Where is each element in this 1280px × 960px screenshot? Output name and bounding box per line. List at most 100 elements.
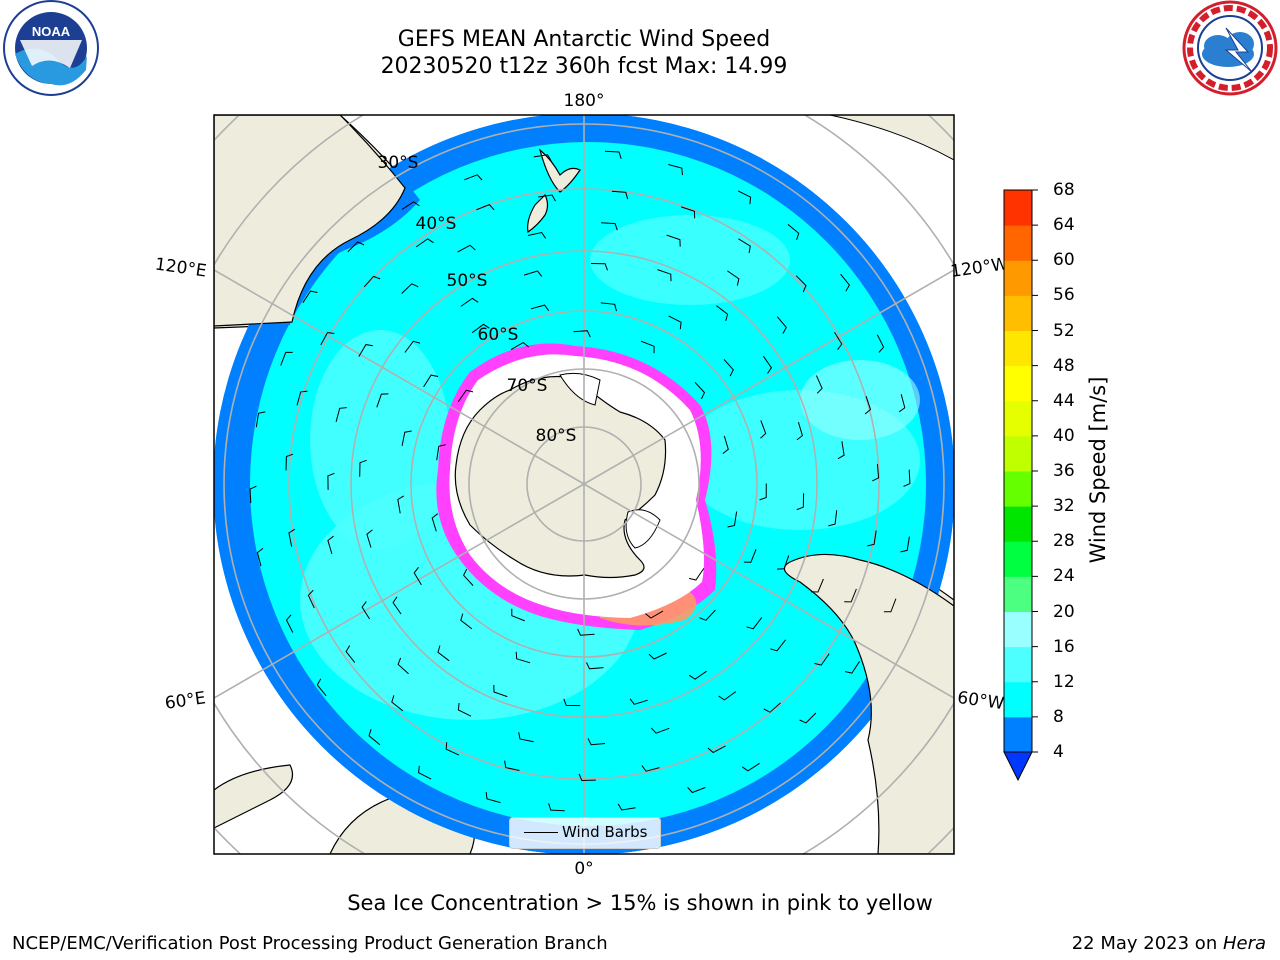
wind-barb bbox=[327, 472, 335, 490]
wind-barb bbox=[795, 275, 807, 293]
wind-barb bbox=[629, 698, 648, 705]
wind-barb bbox=[563, 698, 581, 707]
wind-barb bbox=[760, 420, 767, 439]
wind-barb bbox=[876, 334, 885, 353]
wind-barb bbox=[460, 613, 473, 630]
wind-barb bbox=[601, 222, 618, 231]
wind-barb bbox=[763, 702, 781, 713]
wind-barb bbox=[457, 244, 476, 253]
wind-barb bbox=[256, 548, 264, 567]
wind-barb bbox=[413, 566, 422, 586]
wind-barb bbox=[288, 528, 296, 547]
wind-barb bbox=[307, 589, 315, 609]
wind-barb bbox=[302, 290, 318, 304]
wind-barb bbox=[796, 493, 805, 511]
wind-barb bbox=[617, 803, 636, 811]
wind-barb bbox=[587, 738, 606, 746]
wind-barb bbox=[320, 332, 335, 346]
lat-label-40s: 40°S bbox=[416, 214, 457, 234]
wind-barb bbox=[363, 275, 381, 288]
wind-barb bbox=[648, 652, 667, 660]
wind-barb bbox=[844, 588, 857, 603]
colorbar-tick-label: 4 bbox=[1053, 742, 1064, 762]
lat-label-50s: 50°S bbox=[447, 271, 488, 291]
colorbar-segment bbox=[1004, 611, 1032, 648]
wind-barb bbox=[898, 394, 906, 413]
wind-barb bbox=[418, 765, 432, 780]
wind-barb bbox=[511, 608, 525, 622]
run-date: 22 May 2023 on Hera bbox=[1072, 933, 1266, 954]
wind-barb bbox=[759, 483, 767, 501]
wind-barb bbox=[577, 628, 595, 636]
wind-barb bbox=[249, 485, 257, 504]
colorbar-tick-label: 48 bbox=[1053, 355, 1075, 376]
wind-barb bbox=[834, 331, 843, 350]
wind-barb bbox=[738, 238, 751, 254]
wind-barb bbox=[688, 568, 705, 581]
wind-barb bbox=[815, 375, 823, 394]
wind-barb bbox=[527, 231, 547, 239]
wind-barb bbox=[900, 536, 910, 553]
wind-barb bbox=[401, 430, 412, 446]
colorbar-segment bbox=[1004, 681, 1032, 718]
lat-label-70s: 70°S bbox=[507, 376, 548, 396]
wind-barb bbox=[657, 269, 672, 282]
wind-barb bbox=[640, 340, 655, 354]
wind-barb bbox=[530, 304, 550, 311]
wind-barb bbox=[586, 662, 604, 670]
wind-barb bbox=[722, 435, 729, 454]
wind-barb bbox=[285, 453, 294, 471]
lat-label-60s: 60°S bbox=[478, 325, 519, 345]
lat-label-80s: 80°S bbox=[536, 426, 577, 446]
wind-barb bbox=[776, 316, 787, 334]
wind-barb bbox=[397, 657, 409, 675]
wind-barb bbox=[347, 241, 365, 253]
wind-barb bbox=[600, 302, 617, 312]
wind-barb bbox=[457, 702, 472, 717]
map-frame bbox=[213, 114, 955, 855]
wind-barb bbox=[668, 315, 682, 330]
lon-label-120w: 120°W bbox=[949, 254, 1009, 282]
lon-label-0: 0° bbox=[574, 859, 593, 879]
colorbar-extension bbox=[1003, 751, 1033, 782]
wind-barb bbox=[573, 330, 591, 338]
wind-barb bbox=[431, 513, 439, 532]
wind-barb bbox=[864, 396, 872, 415]
wind-barb bbox=[810, 578, 824, 593]
colorbar-segment bbox=[1004, 506, 1032, 542]
legend-label: Wind Barbs bbox=[562, 823, 648, 841]
wind-barb bbox=[872, 463, 880, 482]
colorbar-tick-label: 12 bbox=[1053, 671, 1075, 692]
colorbar-tick-label: 16 bbox=[1053, 636, 1075, 657]
colorbar-segment bbox=[1004, 471, 1032, 507]
wind-barb bbox=[604, 150, 622, 159]
wind-barb bbox=[796, 422, 803, 441]
wind-barb bbox=[548, 803, 565, 812]
wind-barb bbox=[280, 351, 293, 366]
wind-barb bbox=[538, 194, 556, 202]
wind-barb bbox=[255, 411, 266, 428]
wind-barb bbox=[401, 201, 420, 210]
colorbar-tick-label: 20 bbox=[1053, 601, 1075, 622]
colorbar-segment bbox=[1004, 716, 1032, 753]
wind-barb bbox=[840, 273, 851, 292]
colorbar-tick-label: 44 bbox=[1053, 390, 1075, 411]
wind-barb bbox=[687, 786, 706, 794]
colorbar-segment bbox=[1004, 190, 1032, 226]
lon-label-120e: 120°E bbox=[154, 255, 208, 282]
wind-barb bbox=[359, 459, 367, 477]
colorbar-tick-label: 64 bbox=[1053, 215, 1075, 236]
footnote: Sea Ice Concentration > 15% is shown in … bbox=[347, 891, 933, 915]
wind-barb bbox=[699, 609, 716, 621]
wind-barb bbox=[814, 653, 830, 666]
colorbar bbox=[1003, 189, 1038, 782]
legend: Wind Barbs bbox=[509, 817, 661, 849]
wind-barb bbox=[457, 389, 474, 403]
colorbar-tick-label: 56 bbox=[1053, 285, 1075, 306]
wind-barb bbox=[423, 374, 439, 388]
wind-barb bbox=[391, 695, 404, 712]
longitude-grid bbox=[214, 115, 954, 854]
new-zealand-north bbox=[538, 148, 581, 193]
wind-barb bbox=[694, 381, 706, 400]
wind-barb bbox=[445, 742, 460, 756]
